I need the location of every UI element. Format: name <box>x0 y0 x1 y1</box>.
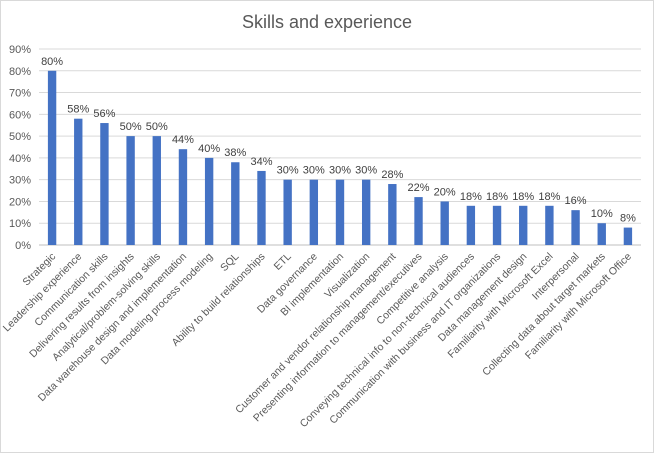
bar <box>231 162 240 245</box>
bar <box>414 197 423 245</box>
y-tick-label: 80% <box>9 66 31 78</box>
bar <box>388 184 397 245</box>
bar <box>152 136 161 245</box>
data-label: 18% <box>460 191 482 203</box>
y-tick-label: 60% <box>9 109 31 121</box>
data-label: 20% <box>434 186 456 198</box>
y-tick-label: 50% <box>9 131 31 143</box>
data-label: 30% <box>277 165 299 177</box>
data-label: 40% <box>198 143 220 155</box>
bar <box>204 157 214 245</box>
x-tick-label: ETL <box>272 251 294 273</box>
bar <box>257 170 266 245</box>
gridlines <box>39 48 641 246</box>
bar <box>466 205 476 245</box>
bars <box>47 70 633 246</box>
bar <box>492 205 502 245</box>
y-tick-label: 30% <box>9 175 31 187</box>
bar <box>519 205 528 245</box>
data-label: 38% <box>224 147 246 159</box>
data-label: 30% <box>329 165 351 177</box>
y-tick-label: 70% <box>9 88 31 100</box>
data-label: 30% <box>355 165 377 177</box>
data-label: 50% <box>120 121 142 133</box>
y-tick-label: 90% <box>9 44 31 56</box>
data-label: 44% <box>172 134 194 146</box>
bar <box>178 149 188 245</box>
data-labels: 80% 58% 56% 50% 50% 44% 40% 38% 34% 30% 30% 30% 30% 2… <box>41 56 636 225</box>
data-label: 18% <box>486 191 508 203</box>
bar <box>545 205 554 245</box>
data-label: 56% <box>93 108 115 120</box>
data-label: 18% <box>538 191 560 203</box>
y-axis-ticks: 0% 10% 20% 30% 40% 50% 60% 70% 80% 90% <box>9 44 31 252</box>
y-tick-label: 20% <box>9 196 31 208</box>
y-tick-label: 10% <box>9 218 31 230</box>
bar <box>74 118 83 245</box>
bar <box>283 179 292 245</box>
data-label: 30% <box>303 165 325 177</box>
data-label: 16% <box>565 195 587 207</box>
bar <box>440 201 449 245</box>
bar <box>597 223 606 245</box>
data-label: 50% <box>146 121 168 133</box>
y-tick-label: 40% <box>9 153 31 165</box>
bar <box>126 136 135 245</box>
bar <box>571 210 580 245</box>
bar <box>309 179 319 245</box>
bar <box>47 70 57 246</box>
bar <box>335 179 345 245</box>
bar <box>361 179 371 245</box>
data-label: 58% <box>67 104 89 116</box>
data-label: 10% <box>591 208 613 220</box>
bar <box>100 123 109 245</box>
data-label: 28% <box>381 169 403 181</box>
bar <box>623 227 633 245</box>
y-tick-label: 0% <box>15 240 31 252</box>
data-label: 8% <box>620 213 636 225</box>
data-label: 80% <box>41 56 63 68</box>
data-label: 22% <box>408 182 430 194</box>
data-label: 34% <box>250 156 272 168</box>
chart-title: Skills and experience <box>242 12 412 32</box>
data-label: 18% <box>512 191 534 203</box>
